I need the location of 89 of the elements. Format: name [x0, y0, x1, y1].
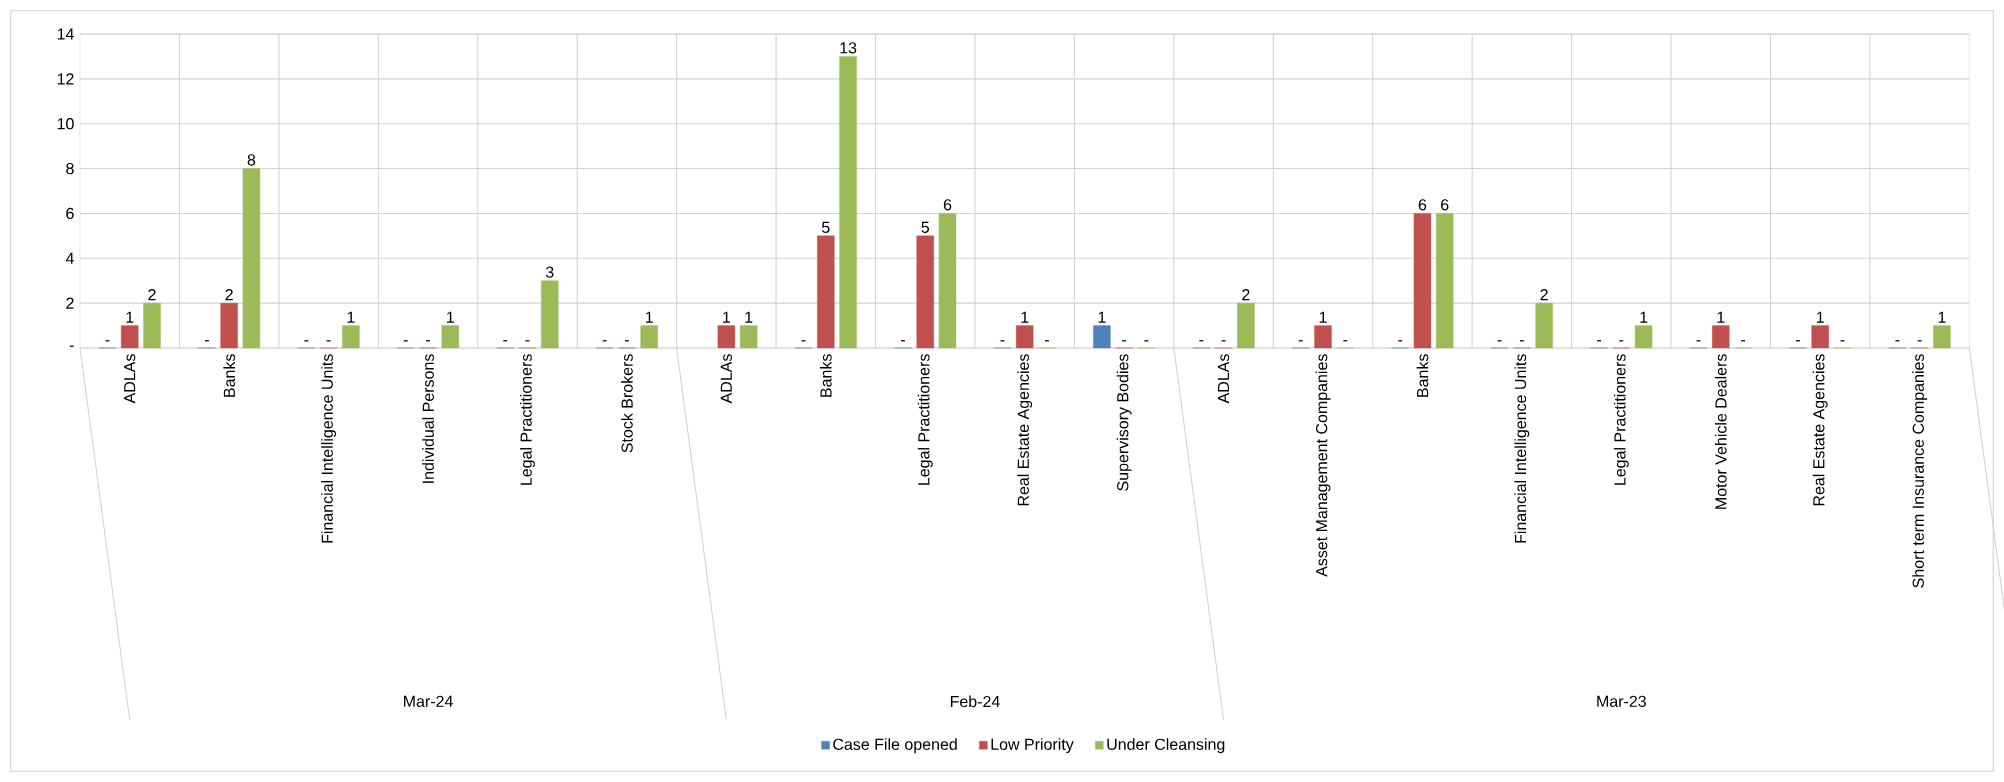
data-label: -	[304, 340, 309, 342]
x-tick-label: ADLAs	[1217, 354, 1230, 404]
data-label: -	[105, 340, 110, 342]
data-label: 8	[247, 154, 256, 166]
data-label: -	[1619, 340, 1624, 342]
data-label: -	[801, 340, 806, 342]
data-label: -	[1519, 340, 1524, 342]
data-label: -	[602, 340, 607, 342]
x-tick-label: Legal Practitioners	[1613, 354, 1629, 485]
data-label: 1	[1717, 311, 1725, 323]
data-label: 1	[1098, 311, 1106, 323]
data-label: -	[503, 340, 508, 342]
x-tick-label: Individual Persons	[422, 354, 434, 483]
data-label: -	[1741, 340, 1745, 342]
data-label: -	[1840, 340, 1845, 342]
data-label: -	[204, 340, 209, 342]
data-label: -	[1917, 340, 1922, 342]
y-tick-label: 2	[66, 297, 74, 309]
x-tick-label: ADLAs	[720, 354, 732, 404]
legend-label: Under Cleansing	[1107, 738, 1225, 754]
x-tick-label: Legal Practitioners	[520, 354, 535, 485]
data-label: 6	[1441, 199, 1449, 211]
legend-label: Low Priority	[991, 738, 1074, 754]
text: Mar-24	[404, 695, 453, 707]
data-label: -	[1497, 340, 1502, 342]
data-label: -	[1144, 340, 1149, 342]
y-tick-label: 8	[66, 162, 74, 175]
data-label: 2	[148, 289, 156, 301]
data-label: -	[624, 340, 629, 342]
data-label: 13	[840, 42, 857, 54]
text: Feb-24	[950, 695, 1000, 708]
x-tick-label: ADLAs	[124, 354, 136, 404]
text: Mar-23	[1597, 695, 1646, 707]
x-tick-label: Supervisory Bodies	[1116, 354, 1132, 491]
x-tick-label: Banks	[1416, 354, 1429, 397]
data-label: -	[403, 340, 408, 342]
data-label: 2	[1540, 289, 1548, 301]
y-tick-label: 10	[57, 118, 74, 130]
data-label: 1	[1021, 311, 1029, 323]
data-label: -	[1696, 340, 1701, 342]
x-tick-label: Motor Vehicle Dealers	[1714, 354, 1727, 509]
y-tick-label: -	[69, 345, 74, 347]
data-label: 1	[1816, 311, 1824, 323]
data-label: -	[1122, 340, 1127, 342]
data-label: 5	[822, 221, 830, 233]
x-tick-label: Stock Brokers	[621, 354, 633, 453]
x-tick-label: Real Estate Agencies	[1812, 354, 1828, 506]
x-tick-label: Legal Practitioners	[917, 354, 933, 485]
data-label: 1	[447, 311, 454, 323]
data-label: -	[426, 340, 430, 342]
data-label: -	[901, 340, 905, 342]
data-label: -	[1343, 340, 1348, 342]
data-label: 6	[1418, 199, 1427, 211]
data-label: 5	[921, 221, 930, 233]
data-label: 6	[943, 199, 952, 211]
data-label: -	[1795, 340, 1800, 342]
data-label: 3	[545, 266, 554, 278]
data-label: -	[1000, 340, 1005, 342]
x-tick-label: Banks	[819, 354, 832, 397]
legend-label: Case File opened	[833, 738, 957, 754]
x-tick-label: Banks	[223, 354, 236, 397]
data-label: -	[1597, 340, 1602, 342]
data-label: 2	[1242, 289, 1250, 301]
data-label: 1	[1319, 311, 1327, 323]
data-label: -	[1199, 340, 1204, 342]
data-label: 1	[1640, 311, 1648, 323]
data-label: 1	[645, 311, 653, 323]
y-tick-label: 12	[57, 73, 74, 85]
data-label: 1	[1938, 311, 1946, 323]
data-label: -	[1895, 340, 1900, 342]
data-label: 1	[126, 311, 134, 323]
x-tick-label: Real Estate Agencies	[1017, 354, 1033, 506]
data-label: 2	[225, 289, 233, 301]
data-label: -	[1298, 340, 1303, 342]
x-tick-label: Short term Insurance Companies	[1912, 354, 1928, 588]
y-tick-label: 4	[65, 252, 74, 264]
data-label: -	[1221, 340, 1226, 342]
data-label: 1	[347, 311, 355, 323]
data-label: -	[326, 340, 331, 342]
data-label: 1	[723, 311, 731, 323]
data-label: -	[525, 340, 530, 342]
x-tick-label: Financial Intelligence Units	[321, 354, 337, 543]
data-label: -	[1045, 340, 1049, 342]
y-tick-label: 6	[66, 207, 74, 220]
y-tick-label: 14	[57, 28, 74, 40]
data-label: -	[1398, 340, 1403, 342]
x-tick-label: Financial Intelligence Units	[1514, 354, 1530, 543]
x-tick-label: Asset Management Companies	[1315, 354, 1331, 577]
data-label: 1	[745, 311, 753, 323]
